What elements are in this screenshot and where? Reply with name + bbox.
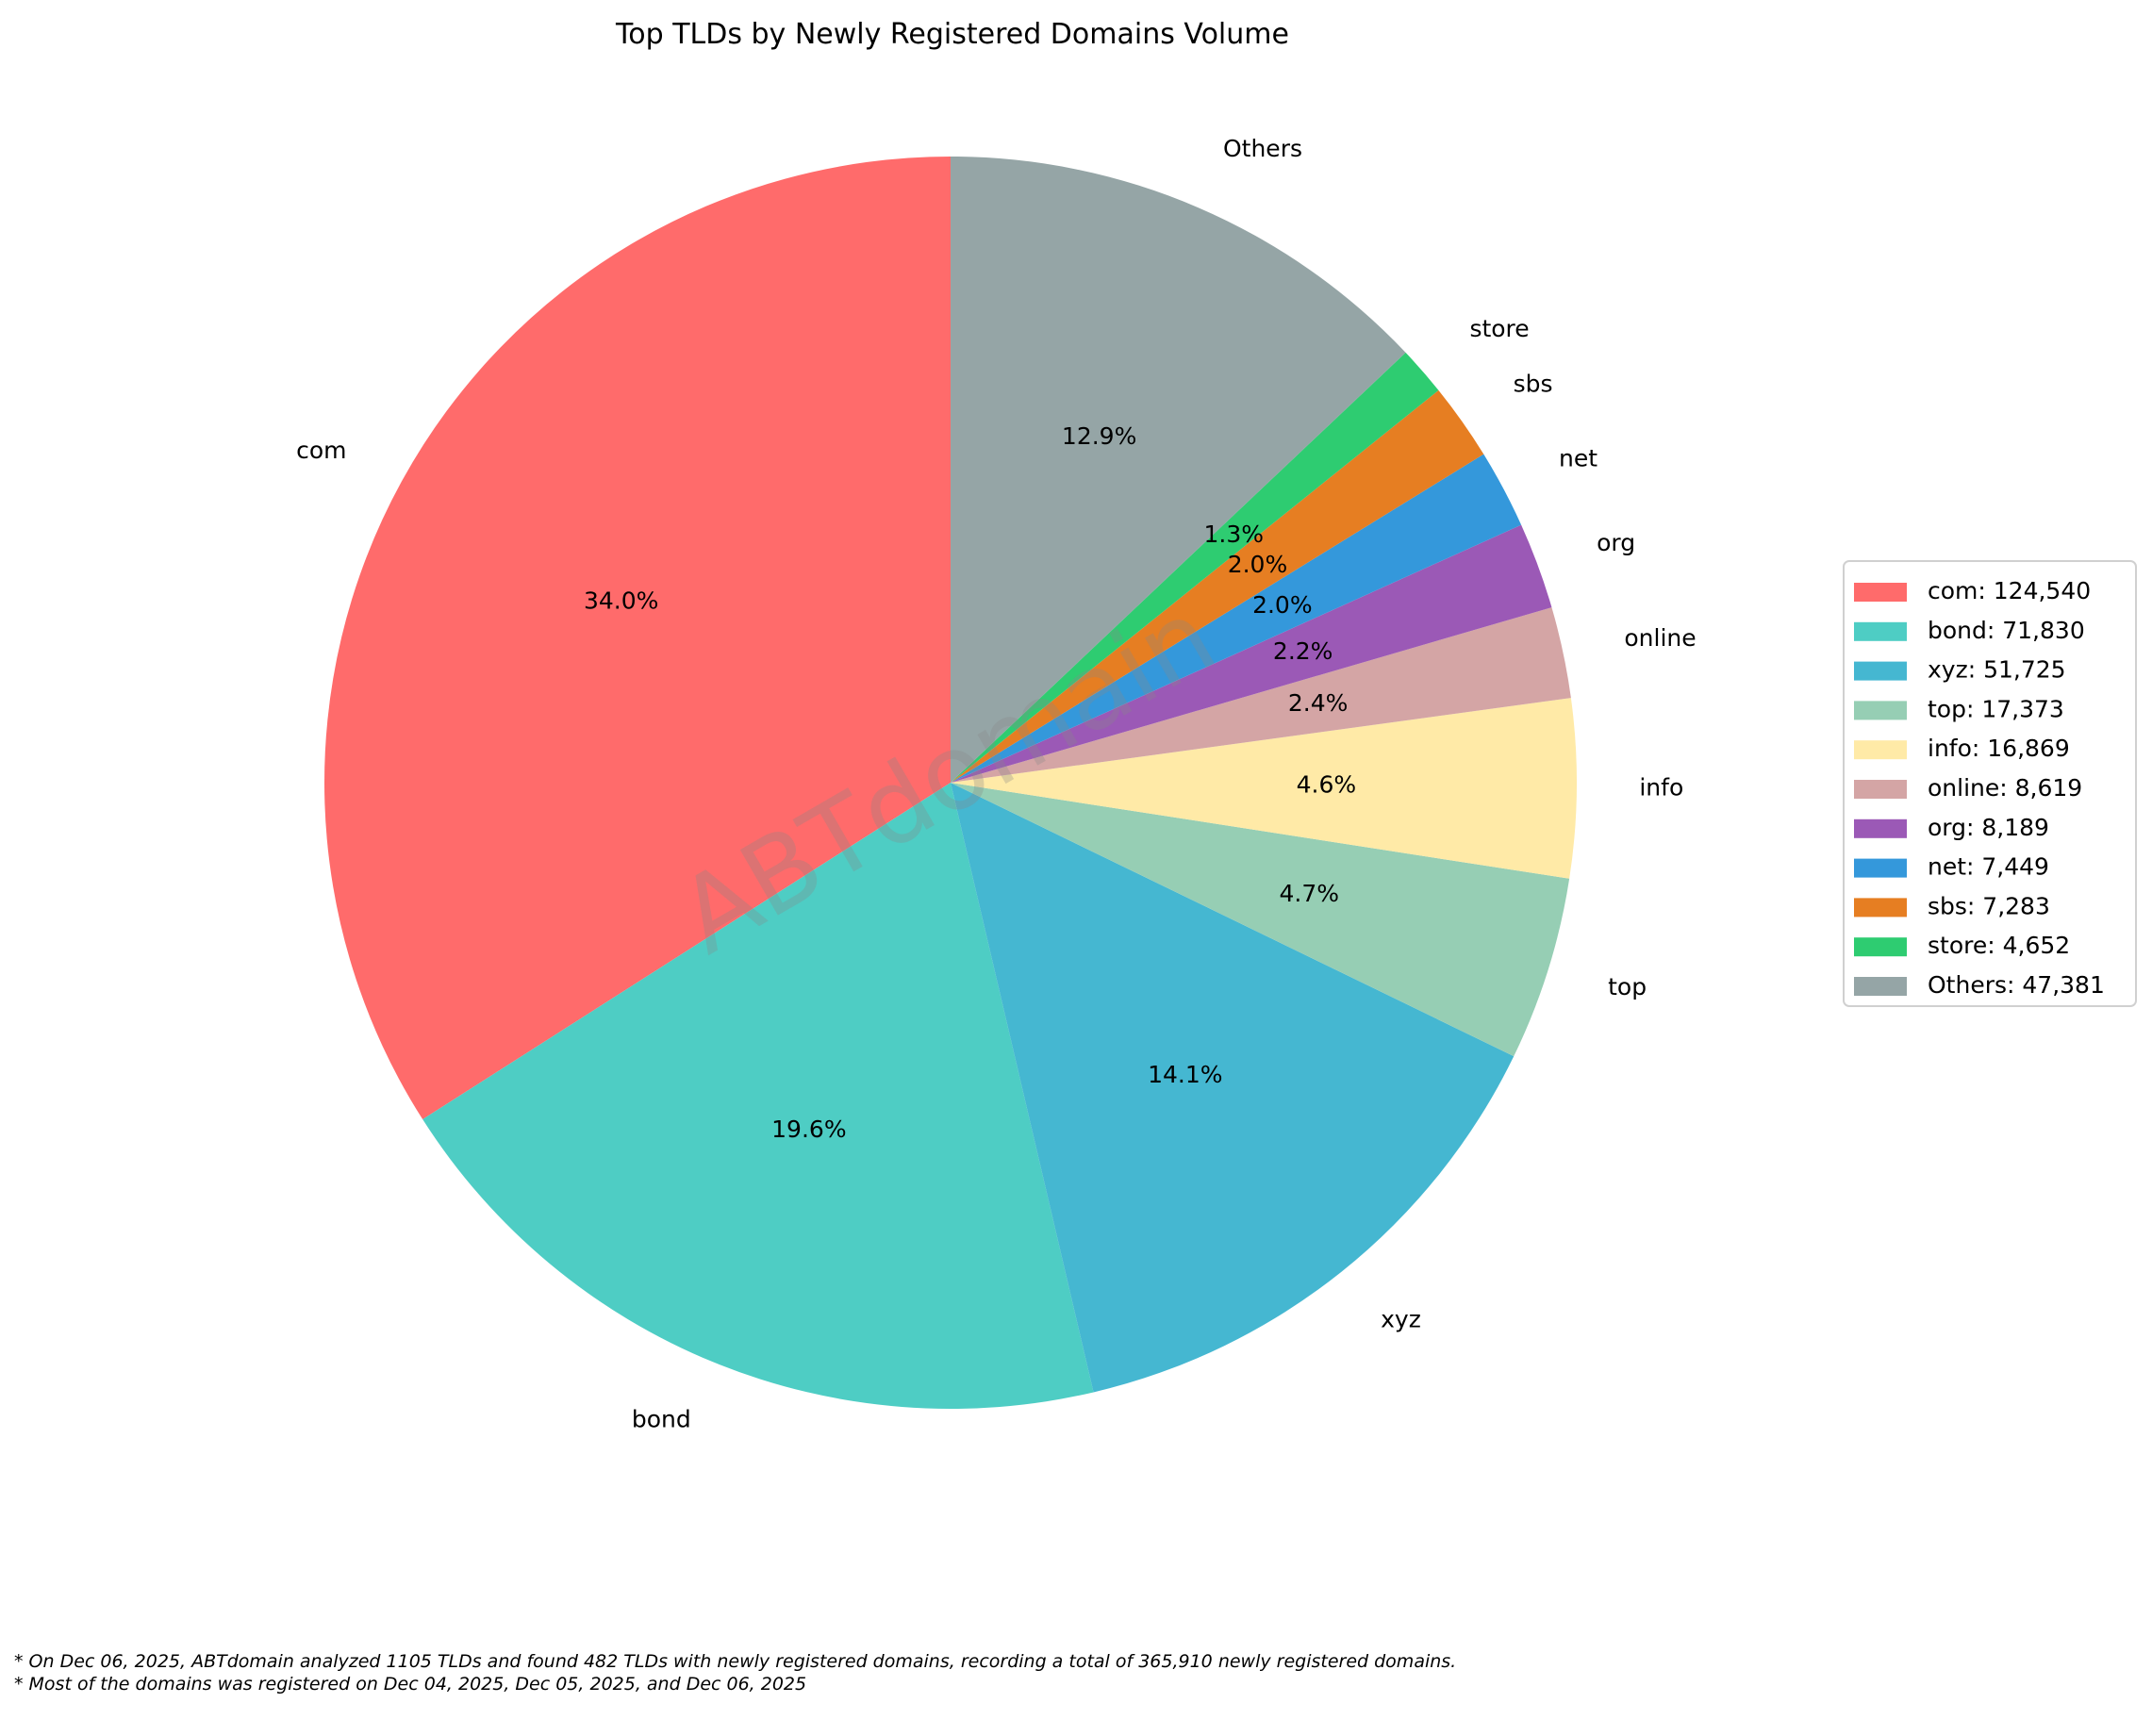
legend-entry: xyz: 51,725: [1928, 656, 2066, 684]
legend-entry: bond: 71,830: [1928, 617, 2085, 644]
slice-percent: 2.4%: [1288, 689, 1349, 717]
slice-percent: 34.0%: [584, 587, 658, 614]
slice-label: Others: [1223, 135, 1302, 162]
slice-label: bond: [632, 1406, 691, 1433]
legend-swatch: [1854, 780, 1907, 799]
legend-swatch: [1854, 701, 1907, 720]
slice-percent: 19.6%: [771, 1116, 846, 1143]
pie-slice-net: [951, 454, 1522, 783]
legend: com: 124,540 bond: 71,830 xyz: 51,725 top: …: [1843, 560, 2137, 1007]
slice-label: sbs: [1514, 371, 1553, 398]
slice-label: com: [296, 437, 346, 464]
pie-slice-xyz: [951, 783, 1515, 1393]
slice-percent: 2.0%: [1252, 591, 1313, 619]
pie-slice-info: [951, 698, 1577, 879]
legend-entry: sbs: 7,283: [1928, 892, 2050, 919]
pie-slice-top: [951, 783, 1570, 1057]
pie-slice-com: [323, 157, 951, 1120]
legend-entry: info: 16,869: [1928, 735, 2070, 762]
legend-swatch: [1854, 898, 1907, 918]
legend-entry: net: 7,449: [1928, 853, 2049, 881]
slice-percent: 2.2%: [1273, 637, 1333, 665]
legend-entry: Others: 47,381: [1928, 971, 2105, 999]
slice-label: org: [1597, 529, 1635, 556]
slice-label: net: [1559, 444, 1597, 471]
legend-swatch: [1854, 740, 1907, 760]
slice-percent: 2.0%: [1228, 551, 1288, 578]
slice-label: store: [1469, 315, 1529, 342]
pie-slice-sbs: [951, 389, 1484, 783]
legend-swatch: [1854, 621, 1907, 641]
slice-percent: 14.1%: [1148, 1061, 1222, 1088]
pie-slice-bond: [422, 783, 1094, 1409]
legend-entry: org: 8,189: [1928, 814, 2049, 841]
pie-slice-Others: [951, 157, 1406, 783]
legend-swatch: [1854, 583, 1907, 602]
slice-label: online: [1624, 624, 1696, 652]
legend-entry: online: 8,619: [1928, 774, 2082, 802]
slice-label: info: [1639, 774, 1683, 802]
legend-frame: [1843, 560, 2137, 1007]
slice-percent: 12.9%: [1062, 422, 1136, 450]
slice-percent: 4.7%: [1279, 880, 1339, 907]
legend-swatch: [1854, 661, 1907, 681]
footnote-1: * On Dec 06, 2025, ABTdomain analyzed 11…: [14, 1651, 1456, 1672]
legend-entry: top: 17,373: [1928, 695, 2064, 722]
legend-swatch: [1854, 977, 1907, 996]
footnote-2: * Most of the domains was registered on …: [14, 1674, 806, 1695]
pie-slice-org: [951, 524, 1552, 783]
legend-swatch: [1854, 937, 1907, 957]
slice-label: top: [1608, 973, 1647, 1000]
pie-slice-store: [951, 352, 1439, 783]
slice-percent: 4.6%: [1297, 771, 1357, 799]
legend-entry: store: 4,652: [1928, 932, 2070, 959]
legend-swatch: [1854, 818, 1907, 838]
legend-swatch: [1854, 858, 1907, 878]
slice-label: xyz: [1381, 1305, 1421, 1332]
pie-slice-online: [951, 607, 1571, 783]
slice-percent: 1.3%: [1203, 521, 1264, 548]
chart-title: Top TLDs by Newly Registered Domains Vol…: [615, 18, 1289, 51]
legend-entry: com: 124,540: [1928, 577, 2091, 604]
